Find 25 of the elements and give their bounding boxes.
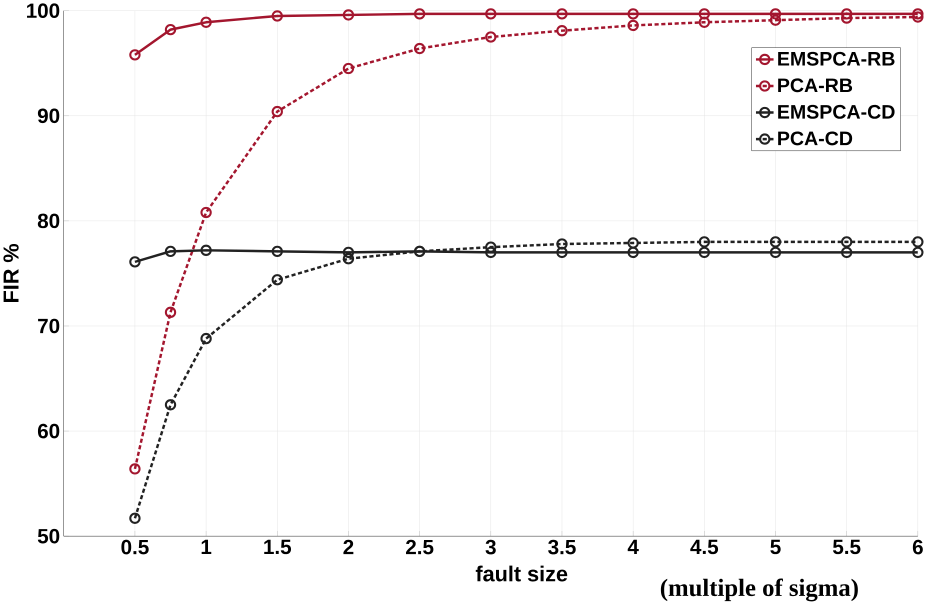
x-tick-label: 3 bbox=[486, 540, 496, 554]
x-tick-label: 6 bbox=[912, 540, 923, 554]
y-tick-label: 100 bbox=[27, 4, 60, 18]
legend-label: PCA-RB bbox=[778, 78, 852, 92]
legend-label: EMSPCA-RB bbox=[778, 52, 894, 66]
y-tick-label: 80 bbox=[38, 214, 60, 228]
x-tick-label: 3.5 bbox=[548, 540, 576, 554]
legend-label: EMSPCA-CD bbox=[778, 105, 895, 119]
x-tick-label: 1.5 bbox=[264, 540, 292, 554]
text: (multiple of sigma) bbox=[660, 578, 858, 602]
y-tick-label: 50 bbox=[38, 528, 60, 544]
x-tick-label: 0.5 bbox=[121, 540, 149, 554]
y-tick-label: 60 bbox=[38, 424, 60, 438]
y-tick-label: 70 bbox=[38, 318, 60, 334]
y-tick-label: 90 bbox=[38, 108, 60, 124]
x-tick-label: 5.5 bbox=[832, 540, 860, 554]
y-axis-title: FIR % bbox=[3, 244, 19, 302]
x-tick-label: 4.5 bbox=[690, 540, 718, 554]
x-tick-label: 2 bbox=[343, 540, 354, 554]
x-tick-label: 2.5 bbox=[406, 540, 434, 554]
x-tick-label: 4 bbox=[628, 540, 639, 554]
x-tick-label: 5 bbox=[770, 540, 781, 554]
x-tick-label: 1 bbox=[202, 540, 212, 554]
legend-label: PCA-CD bbox=[778, 132, 852, 146]
x-axis-title: fault size bbox=[476, 566, 568, 582]
